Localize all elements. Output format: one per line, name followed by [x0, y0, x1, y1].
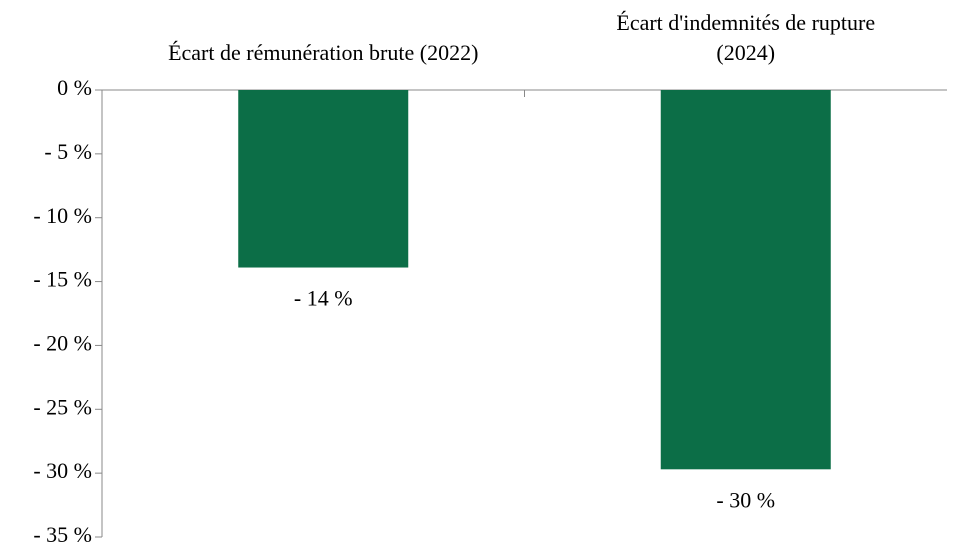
bar	[238, 90, 409, 268]
bar	[660, 90, 831, 470]
y-tick-label: - 15 %	[33, 267, 92, 292]
category-label: Écart de rémunération brute (2022)	[168, 40, 479, 65]
category-label: Écart d'indemnités de rupture (2024)	[616, 10, 876, 65]
y-tick-label: - 35 %	[33, 522, 92, 547]
y-tick-label: 0 %	[57, 75, 92, 100]
y-tick-label: - 20 %	[33, 330, 92, 355]
y-tick-label: - 10 %	[33, 203, 92, 228]
y-tick-label: - 25 %	[33, 394, 92, 419]
data-label: - 30 %	[716, 487, 775, 512]
data-label: - 14 %	[294, 286, 353, 311]
y-tick-label: - 5 %	[44, 139, 92, 164]
y-tick-label: - 30 %	[33, 458, 92, 483]
